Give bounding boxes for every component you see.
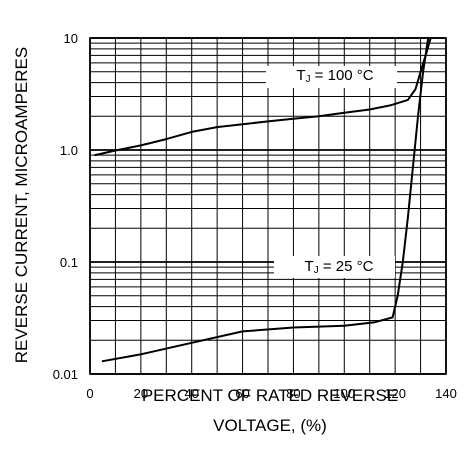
y-tick-label: 0.1 — [60, 255, 78, 270]
y-tick-labels: 0.01 0.1 1.0 10 — [53, 31, 78, 382]
series-label-box-tj25 — [274, 256, 395, 278]
x-axis-title-line2: VOLTAGE, (%) — [213, 416, 327, 435]
x-tick-labels: 0 20 40 60 80 100 120 140 — [86, 386, 456, 401]
plot-frame — [89, 37, 447, 375]
curves — [94, 37, 432, 363]
y-axis-title: REVERSE CURRENT, MICROAMPERES — [12, 47, 31, 363]
series-label-tj25: TJ = 25 °C — [305, 258, 374, 276]
x-tick-label: 0 — [86, 386, 93, 401]
series-line-1 — [101, 37, 430, 363]
series-line-0 — [94, 37, 432, 157]
series-label-tj100: TJ = 100 °C — [296, 67, 373, 85]
x-tick-label: 140 — [435, 386, 457, 401]
y-tick-label: 0.01 — [53, 367, 78, 382]
x-tick-label: 20 — [134, 386, 148, 401]
x-axis-title-line1: PERCENT OF RATED REVERSE — [142, 386, 398, 405]
y-tick-label: 1.0 — [60, 143, 78, 158]
y-tick-label: 10 — [64, 31, 78, 46]
series-label-box-tj100 — [266, 66, 397, 88]
x-tick-label: 120 — [384, 386, 406, 401]
x-tick-label: 100 — [333, 386, 355, 401]
grid — [89, 37, 447, 375]
x-tick-label: 40 — [184, 386, 198, 401]
x-tick-label: 60 — [235, 386, 249, 401]
x-tick-label: 80 — [286, 386, 300, 401]
